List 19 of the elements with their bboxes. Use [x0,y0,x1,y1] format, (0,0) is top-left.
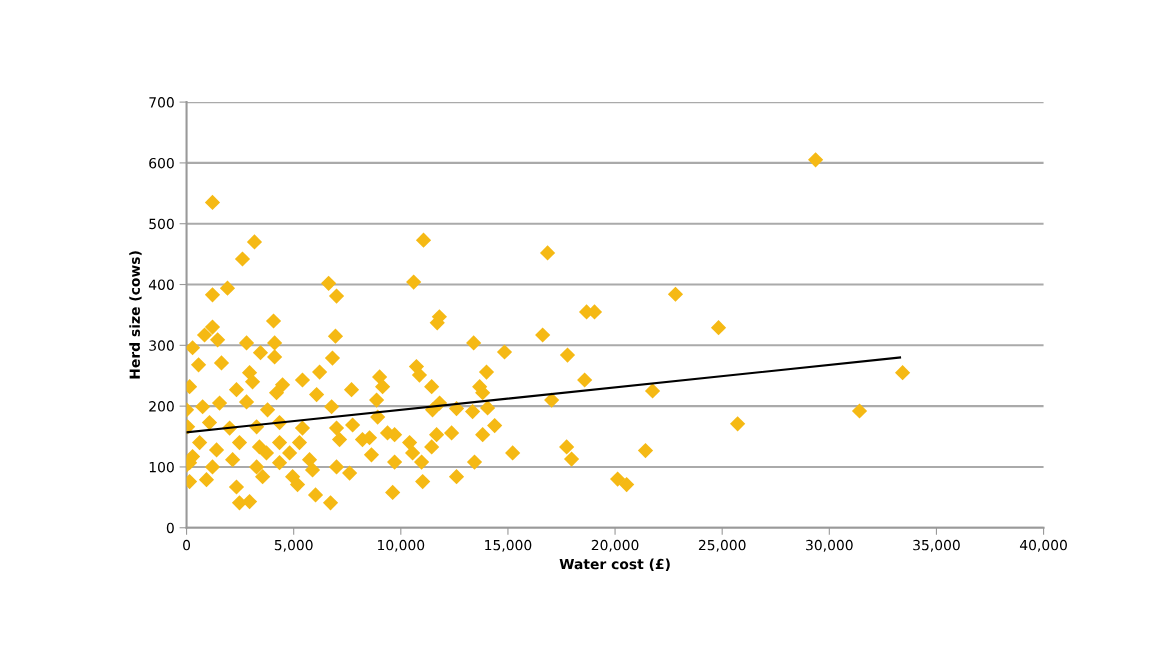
x-tick-label: 40,000 [1019,539,1067,552]
y-tick-label: 100 [149,461,174,473]
x-axis-title: Water cost (£) [559,558,670,571]
y-tick-label: 300 [149,340,174,351]
y-axis-title: Herd size (cows) [129,251,142,379]
y-tick-label: 500 [149,218,174,230]
y-tick-label: 400 [148,279,174,290]
x-tick-label: 30,000 [806,539,853,552]
x-tick-label: 20,000 [591,539,639,552]
x-tick-label: 5,000 [274,539,313,552]
y-tick-label: 0 [166,522,174,534]
x-tick-label: 0 [183,539,191,551]
x-tick-label: 10,000 [378,539,425,552]
x-tick-label: 15,000 [485,539,532,552]
y-tick-label: 600 [149,157,174,169]
y-tick-label: 700 [149,97,174,108]
x-tick-label: 25,000 [698,539,746,552]
y-tick-label: 200 [149,401,174,412]
x-tick-label: 35,000 [913,539,960,552]
